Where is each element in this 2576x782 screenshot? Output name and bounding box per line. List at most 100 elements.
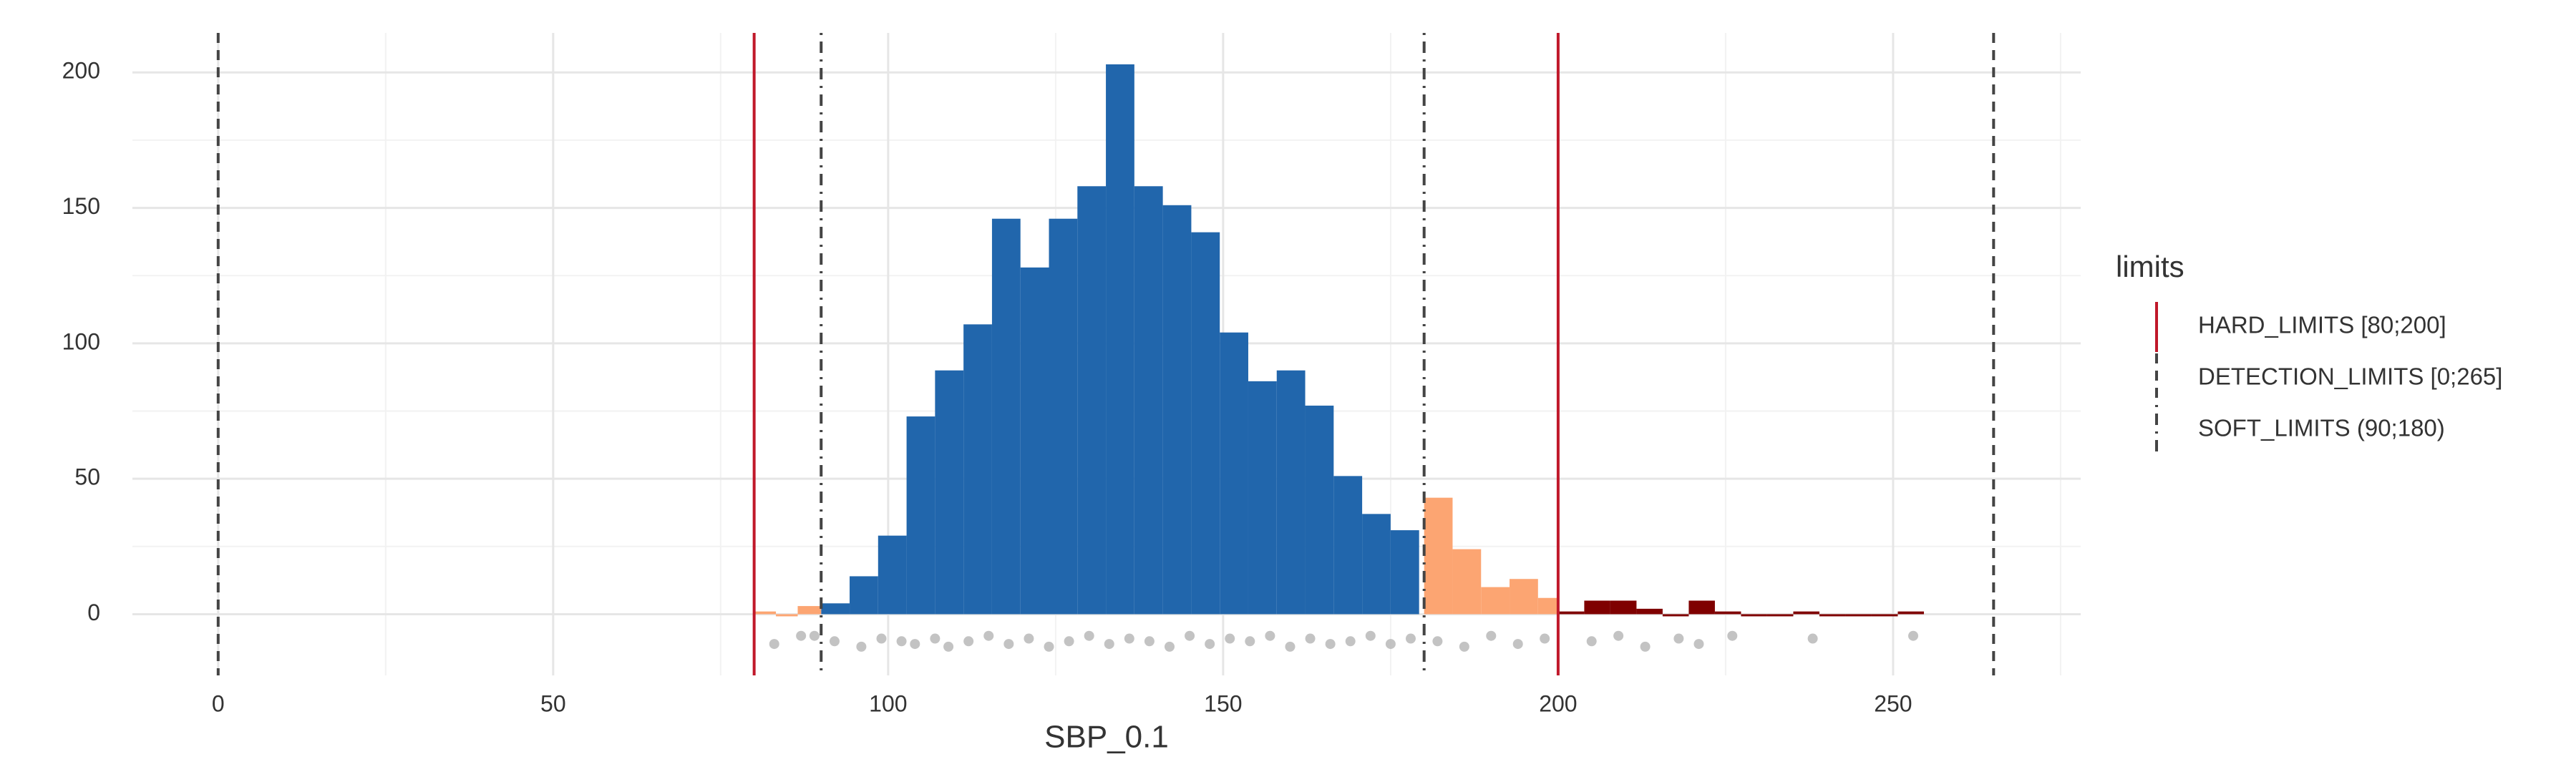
x-axis-title: SBP_0.1 (1044, 720, 1169, 755)
bar (1305, 405, 1334, 615)
bar (797, 606, 822, 615)
data-point (896, 636, 907, 647)
bar (1793, 611, 1819, 615)
data-point (943, 641, 954, 652)
bar (1845, 614, 1872, 617)
bar (1106, 64, 1134, 615)
data-point (1164, 641, 1175, 652)
data-point (983, 630, 994, 641)
data-point (1613, 630, 1624, 641)
bar (1424, 497, 1453, 615)
data-point (1024, 633, 1034, 644)
bar (1134, 186, 1163, 615)
data-point (1003, 639, 1014, 650)
data-point (1305, 633, 1316, 644)
bar (1248, 381, 1277, 615)
legend-label: DETECTION_LIMITS [0;265] (2198, 363, 2502, 390)
data-point (1124, 633, 1134, 644)
bar (1766, 614, 1794, 617)
bar (1688, 600, 1715, 615)
x-tick-label: 200 (1539, 690, 1577, 716)
data-point (963, 636, 974, 647)
bar (1584, 600, 1610, 615)
data-point (1325, 639, 1336, 650)
data-point (1205, 639, 1215, 650)
data-point (809, 630, 820, 641)
data-point (930, 633, 941, 644)
bar (906, 416, 935, 615)
bar (935, 370, 964, 615)
data-point (876, 633, 887, 644)
data-point (1512, 639, 1523, 650)
y-tick-label: 200 (62, 58, 100, 84)
bar (850, 576, 878, 615)
data-point (1285, 641, 1296, 652)
data-point (1807, 633, 1818, 644)
bar (1741, 614, 1767, 617)
bar (1662, 614, 1689, 617)
data-point (856, 641, 867, 652)
x-tick-label: 50 (540, 690, 566, 716)
data-point (796, 630, 807, 641)
bar (1871, 614, 1898, 617)
bar (963, 324, 992, 615)
data-point (769, 639, 779, 650)
data-point (1432, 636, 1443, 647)
bar (754, 611, 777, 615)
data-point (1486, 630, 1497, 641)
data-point (1385, 639, 1396, 650)
data-point (1265, 630, 1275, 641)
data-point (1044, 641, 1054, 652)
bar (1636, 608, 1663, 615)
bar (1481, 587, 1510, 615)
bar (1077, 186, 1107, 615)
bar (1049, 218, 1078, 615)
data-point (1405, 633, 1416, 644)
data-point (1245, 636, 1255, 647)
y-tick-label: 150 (62, 193, 100, 219)
data-point (1693, 639, 1704, 650)
bar (1333, 476, 1363, 615)
y-tick-label: 100 (62, 328, 100, 354)
x-tick-label: 150 (1204, 690, 1242, 716)
legend-label: HARD_LIMITS [80;200] (2198, 312, 2446, 338)
bar (1162, 205, 1192, 615)
bar (991, 218, 1021, 615)
bar (1897, 611, 1924, 615)
bar (1610, 600, 1637, 615)
data-point (1540, 633, 1550, 644)
data-point (1640, 641, 1651, 652)
bar (821, 603, 850, 615)
bar (1220, 332, 1248, 615)
x-tick-label: 250 (1874, 690, 1912, 716)
data-point (1586, 636, 1597, 647)
data-point (1185, 630, 1195, 641)
data-point (1225, 633, 1235, 644)
data-point (1673, 633, 1684, 644)
legend-label: SOFT_LIMITS (90;180) (2198, 415, 2445, 441)
bar (1276, 370, 1306, 615)
data-point (1727, 630, 1738, 641)
data-point (829, 636, 840, 647)
bar (1557, 611, 1585, 615)
bar (776, 614, 798, 617)
bar (1452, 549, 1482, 615)
x-tick-label: 0 (212, 690, 225, 716)
data-point (1064, 636, 1074, 647)
data-point (910, 639, 920, 650)
bar (1362, 514, 1391, 615)
y-tick-label: 0 (87, 600, 100, 625)
bar (1191, 232, 1220, 615)
bar (1510, 579, 1538, 615)
bar (1390, 530, 1419, 615)
x-tick-label: 100 (869, 690, 907, 716)
bar (1537, 597, 1558, 615)
data-point (1365, 630, 1376, 641)
bar (878, 535, 907, 615)
data-point (1459, 641, 1469, 652)
y-tick-label: 50 (74, 464, 100, 490)
bar (1819, 614, 1846, 617)
data-point (1084, 630, 1094, 641)
